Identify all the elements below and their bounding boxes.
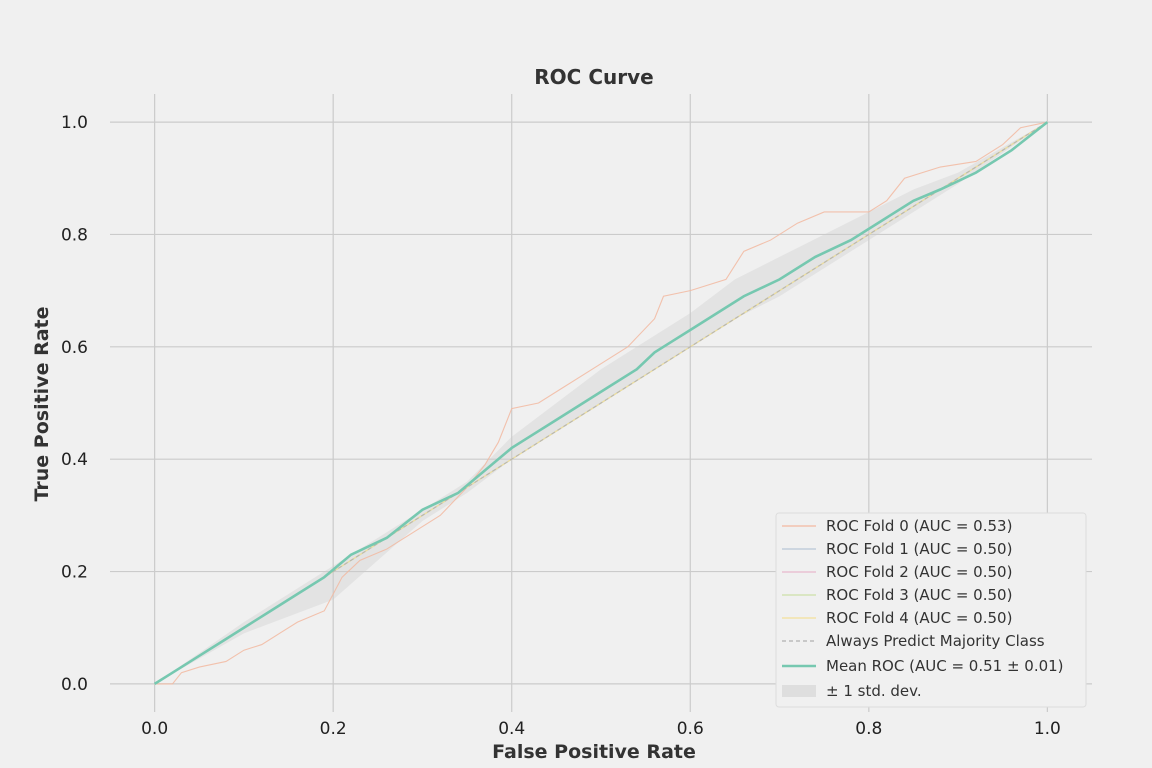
legend: ROC Fold 0 (AUC = 0.53) ROC Fold 1 (AUC =… — [775, 512, 1087, 708]
y-tick-label: 0.6 — [61, 338, 88, 358]
legend-swatch — [782, 685, 816, 697]
legend-label: ROC Fold 0 (AUC = 0.53) — [826, 517, 1012, 535]
x-tick-label: 0.8 — [855, 719, 882, 739]
x-tick-label: 1.0 — [1034, 719, 1061, 739]
y-tick-label: 0.2 — [61, 563, 88, 583]
legend-box — [775, 512, 1087, 708]
x-tick-labels: 0.0 0.2 0.4 0.6 0.8 1.0 — [141, 719, 1061, 739]
chart-title: ROC Curve — [534, 65, 653, 89]
y-axis-label: True Positive Rate — [31, 307, 53, 502]
series-lines — [153, 121, 1049, 686]
legend-label: ± 1 std. dev. — [826, 682, 922, 700]
legend-label: ROC Fold 2 (AUC = 0.50) — [826, 563, 1012, 581]
legend-label: ROC Fold 3 (AUC = 0.50) — [826, 586, 1012, 604]
x-tick-label: 0.4 — [498, 719, 525, 739]
x-tick-label: 0.6 — [677, 719, 704, 739]
legend-label: Mean ROC (AUC = 0.51 ± 0.01) — [826, 657, 1064, 675]
y-tick-label: 0.4 — [61, 450, 88, 470]
y-tick-label: 0.0 — [61, 675, 88, 695]
series-line-0 — [154, 121, 1048, 685]
y-tick-label: 1.0 — [61, 113, 88, 133]
x-tick-label: 0.2 — [320, 719, 347, 739]
grid — [110, 94, 1092, 712]
series-line-6 — [153, 121, 1049, 686]
x-tick-label: 0.0 — [141, 719, 168, 739]
x-axis-label: False Positive Rate — [492, 741, 696, 763]
legend-label: ROC Fold 1 (AUC = 0.50) — [826, 540, 1012, 558]
y-tick-label: 0.8 — [61, 225, 88, 245]
y-tick-labels: 0.0 0.2 0.4 0.6 0.8 1.0 — [61, 113, 88, 695]
legend-label: Always Predict Majority Class — [826, 632, 1045, 650]
legend-label: ROC Fold 4 (AUC = 0.50) — [826, 609, 1012, 627]
